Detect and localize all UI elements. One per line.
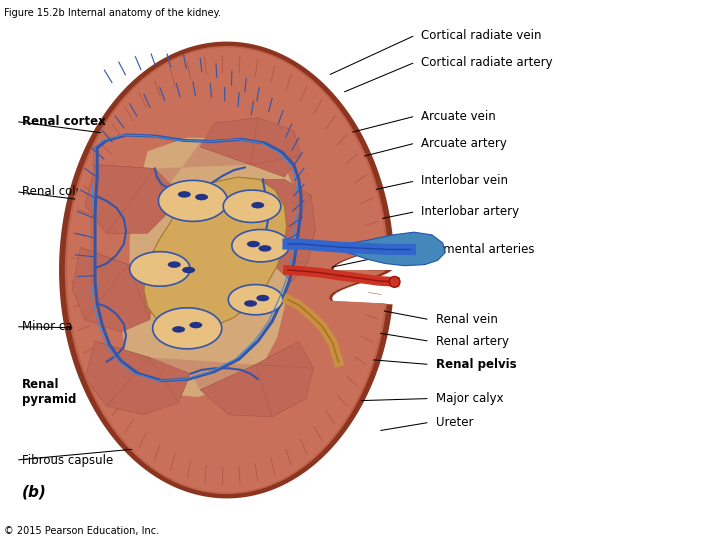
Polygon shape <box>144 177 287 330</box>
Ellipse shape <box>251 202 264 208</box>
Polygon shape <box>223 190 281 222</box>
Text: Renal cortex: Renal cortex <box>22 115 105 128</box>
Ellipse shape <box>178 191 191 198</box>
Text: Renal pelvis: Renal pelvis <box>436 358 516 371</box>
Text: Renal artery: Renal artery <box>436 335 508 348</box>
Polygon shape <box>72 247 155 332</box>
Ellipse shape <box>172 326 185 333</box>
Polygon shape <box>128 179 270 289</box>
Polygon shape <box>122 138 299 397</box>
Polygon shape <box>153 308 222 349</box>
Text: Major calyx: Major calyx <box>436 392 503 405</box>
Polygon shape <box>65 46 387 494</box>
Text: © 2015 Pearson Education, Inc.: © 2015 Pearson Education, Inc. <box>4 525 158 536</box>
Polygon shape <box>158 180 228 221</box>
Polygon shape <box>85 165 171 233</box>
Ellipse shape <box>247 241 260 247</box>
Polygon shape <box>342 232 445 266</box>
Text: Interlobar artery: Interlobar artery <box>421 205 519 218</box>
Text: Renal
pyramid: Renal pyramid <box>22 377 76 406</box>
Polygon shape <box>200 118 301 177</box>
Polygon shape <box>232 230 289 262</box>
Polygon shape <box>200 341 313 417</box>
Polygon shape <box>150 357 256 390</box>
Text: Renal column: Renal column <box>22 185 102 198</box>
Ellipse shape <box>168 261 181 268</box>
Polygon shape <box>130 252 190 286</box>
Ellipse shape <box>189 322 202 328</box>
Text: Figure 15.2b Internal anatomy of the kidney.: Figure 15.2b Internal anatomy of the kid… <box>4 8 220 18</box>
Polygon shape <box>263 179 315 282</box>
Text: Ureter: Ureter <box>436 416 473 429</box>
Text: Arcuate vein: Arcuate vein <box>421 110 496 123</box>
Polygon shape <box>85 341 191 415</box>
Text: Fibrous capsule: Fibrous capsule <box>22 454 113 467</box>
Ellipse shape <box>390 276 400 287</box>
Text: (b): (b) <box>22 484 47 500</box>
Text: Interlobar vein: Interlobar vein <box>421 174 508 187</box>
Ellipse shape <box>256 295 269 301</box>
Text: Minor calyx: Minor calyx <box>22 320 89 333</box>
Polygon shape <box>59 42 393 498</box>
Text: Arcuate artery: Arcuate artery <box>421 137 507 150</box>
Ellipse shape <box>244 300 257 307</box>
Text: Segmental arteries: Segmental arteries <box>421 243 535 256</box>
Polygon shape <box>155 123 251 185</box>
Text: Cortical radiate vein: Cortical radiate vein <box>421 29 541 42</box>
Ellipse shape <box>182 267 195 273</box>
Text: Cortical radiate artery: Cortical radiate artery <box>421 56 553 69</box>
Text: Renal vein: Renal vein <box>436 313 498 326</box>
Polygon shape <box>228 285 283 315</box>
Ellipse shape <box>195 194 208 200</box>
Polygon shape <box>67 48 385 492</box>
Ellipse shape <box>258 245 271 252</box>
